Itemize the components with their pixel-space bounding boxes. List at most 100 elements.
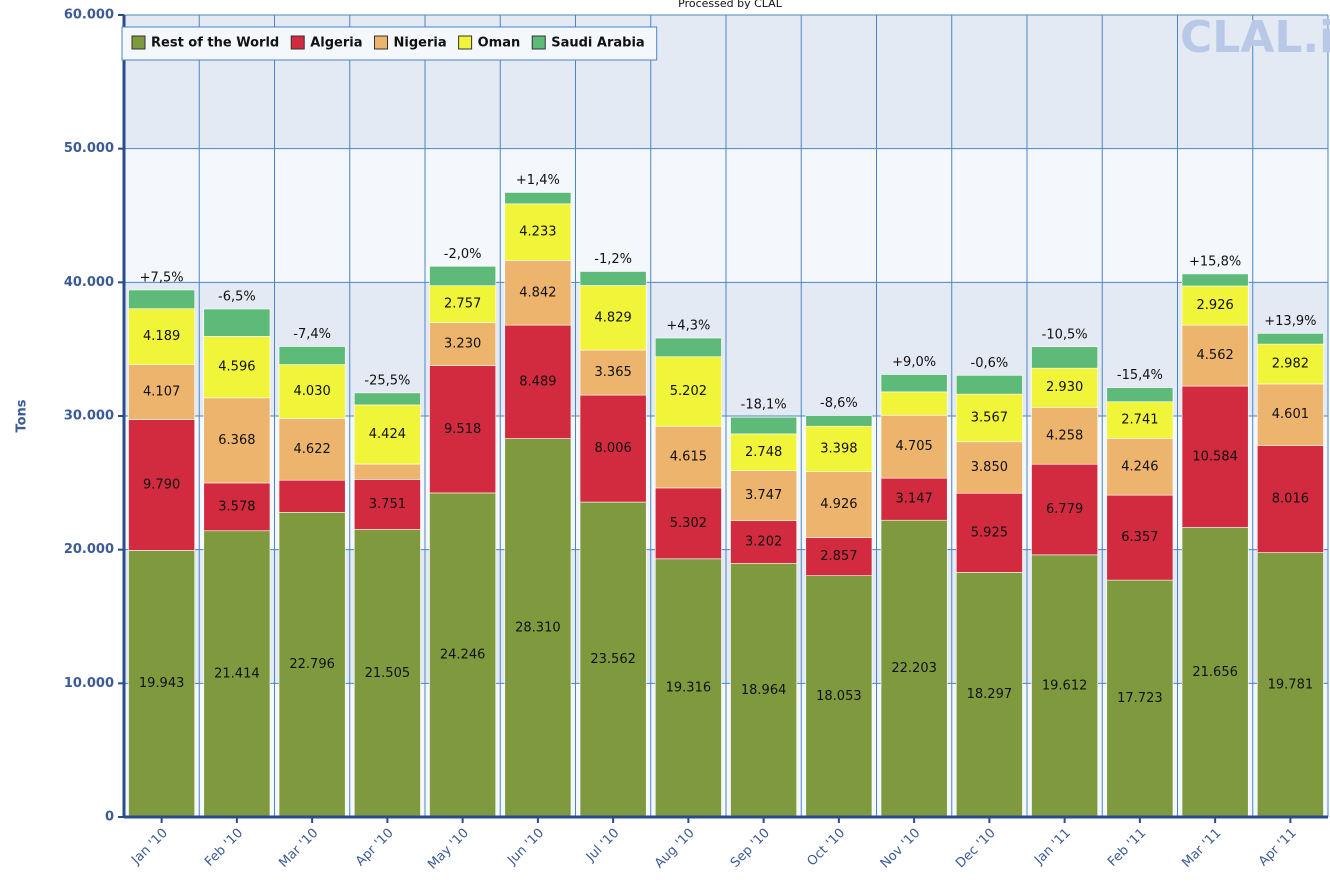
bar-segment <box>1031 554 1099 818</box>
bar-segment <box>353 404 421 465</box>
data-label: 4.562 <box>1197 348 1234 363</box>
data-label: 9.518 <box>444 422 481 437</box>
y-tick-label: 40.000 <box>64 275 114 290</box>
bar-segment <box>1181 527 1249 818</box>
data-label: 4.189 <box>143 329 180 344</box>
data-label: 17.723 <box>1117 691 1163 706</box>
data-label: 19.781 <box>1268 677 1314 692</box>
data-label: 3.398 <box>820 441 857 456</box>
data-label: 4.926 <box>820 497 857 512</box>
bar-segment <box>730 416 798 435</box>
data-label: 5.302 <box>670 516 707 531</box>
bar-segment <box>1256 343 1324 385</box>
x-tick-label: Mar '11 <box>1179 826 1224 871</box>
bar-segment <box>429 365 497 494</box>
data-label: 2.857 <box>820 549 857 564</box>
bar-segment <box>1181 385 1249 528</box>
data-label: 9.790 <box>143 477 180 492</box>
bar-segment <box>429 265 497 286</box>
bar-segment <box>1256 333 1324 345</box>
change-label: -10,5% <box>1042 327 1088 342</box>
data-label: 4.622 <box>294 442 331 457</box>
bar-segment <box>1106 494 1174 581</box>
bar-segment <box>504 324 572 439</box>
bar-segment <box>730 563 798 818</box>
bar-segment <box>1181 273 1249 287</box>
x-tick-label: Feb '11 <box>1105 826 1149 870</box>
bar-segment <box>278 479 346 513</box>
bar-segment <box>1256 383 1324 446</box>
change-label: +13,9% <box>1264 314 1316 329</box>
data-label: 8.016 <box>1272 492 1309 507</box>
data-label: 8.489 <box>519 374 556 389</box>
bar-segment <box>579 271 647 286</box>
y-tick-label: 20.000 <box>64 542 114 557</box>
data-label: 21.414 <box>214 666 260 681</box>
change-label: -8,6% <box>820 396 858 411</box>
chart-title: Processed by CLAL <box>678 0 783 10</box>
bar-segment <box>579 501 647 818</box>
data-label: 19.943 <box>139 676 185 691</box>
legend-label: Algeria <box>310 36 362 51</box>
bar-segment <box>1256 552 1324 818</box>
data-label: 5.202 <box>670 384 707 399</box>
data-label: 24.246 <box>440 647 486 662</box>
y-axis-label: Tons <box>15 399 30 432</box>
change-label: +15,8% <box>1189 254 1241 269</box>
data-label: 3.751 <box>369 497 406 512</box>
data-label: 22.796 <box>289 657 335 672</box>
data-label: 4.246 <box>1121 459 1158 474</box>
bar-segment <box>504 438 572 818</box>
x-tick-label: Jan '11 <box>1031 826 1074 869</box>
bar-segment <box>730 470 798 522</box>
bar-segment <box>880 391 948 416</box>
data-label: 21.656 <box>1192 665 1238 680</box>
bar-segment <box>880 519 948 818</box>
bar-segment <box>579 394 647 503</box>
data-label: 3.850 <box>971 460 1008 475</box>
bar-segment <box>1106 401 1174 439</box>
data-label: 4.829 <box>595 310 632 325</box>
data-label: 4.233 <box>519 225 556 240</box>
x-tick-label: Jan '10 <box>128 826 171 869</box>
legend-label: Nigeria <box>394 36 447 51</box>
x-tick-label: Apr '10 <box>353 826 397 870</box>
bar-segment <box>805 425 873 472</box>
y-tick-label: 0 <box>105 810 114 825</box>
y-tick-label: 60.000 <box>64 8 114 23</box>
change-label: +1,4% <box>516 173 560 188</box>
bar-segment <box>128 289 196 309</box>
bar-segment <box>203 530 271 818</box>
data-label: 22.203 <box>891 661 937 676</box>
bar-segment <box>955 393 1023 443</box>
data-label: 4.705 <box>896 439 933 454</box>
data-label: 4.258 <box>1046 428 1083 443</box>
legend-label: Saudi Arabia <box>551 36 644 51</box>
x-tick-label: Mar '10 <box>276 826 321 871</box>
data-label: 18.964 <box>741 683 787 698</box>
data-label: 2.982 <box>1272 357 1309 372</box>
data-label: 3.567 <box>971 410 1008 425</box>
data-label: 6.357 <box>1121 530 1158 545</box>
bar-segment <box>203 308 271 337</box>
data-label: 18.053 <box>816 689 862 704</box>
bar-segment <box>353 392 421 406</box>
data-label: 10.584 <box>1192 449 1238 464</box>
legend-swatch <box>290 35 305 50</box>
bar-segment <box>203 397 271 484</box>
legend: Rest of the World Algeria Nigeria Oman Saudi… <box>121 26 658 61</box>
data-label: 19.316 <box>666 680 712 695</box>
bar-segment <box>805 575 873 818</box>
data-label: 3.147 <box>896 492 933 507</box>
data-label: 2.748 <box>745 445 782 460</box>
x-tick-label: Dec '10 <box>953 826 999 872</box>
x-tick-label: Nov '10 <box>878 826 924 872</box>
watermark: CLAL.it <box>1180 12 1330 63</box>
bar-segment <box>805 537 873 576</box>
data-label: 6.779 <box>1046 502 1083 517</box>
change-label: +4,3% <box>666 319 710 334</box>
y-tick-label: 30.000 <box>64 409 114 424</box>
x-tick-label: Sep '10 <box>728 826 773 871</box>
data-label: 2.757 <box>444 297 481 312</box>
